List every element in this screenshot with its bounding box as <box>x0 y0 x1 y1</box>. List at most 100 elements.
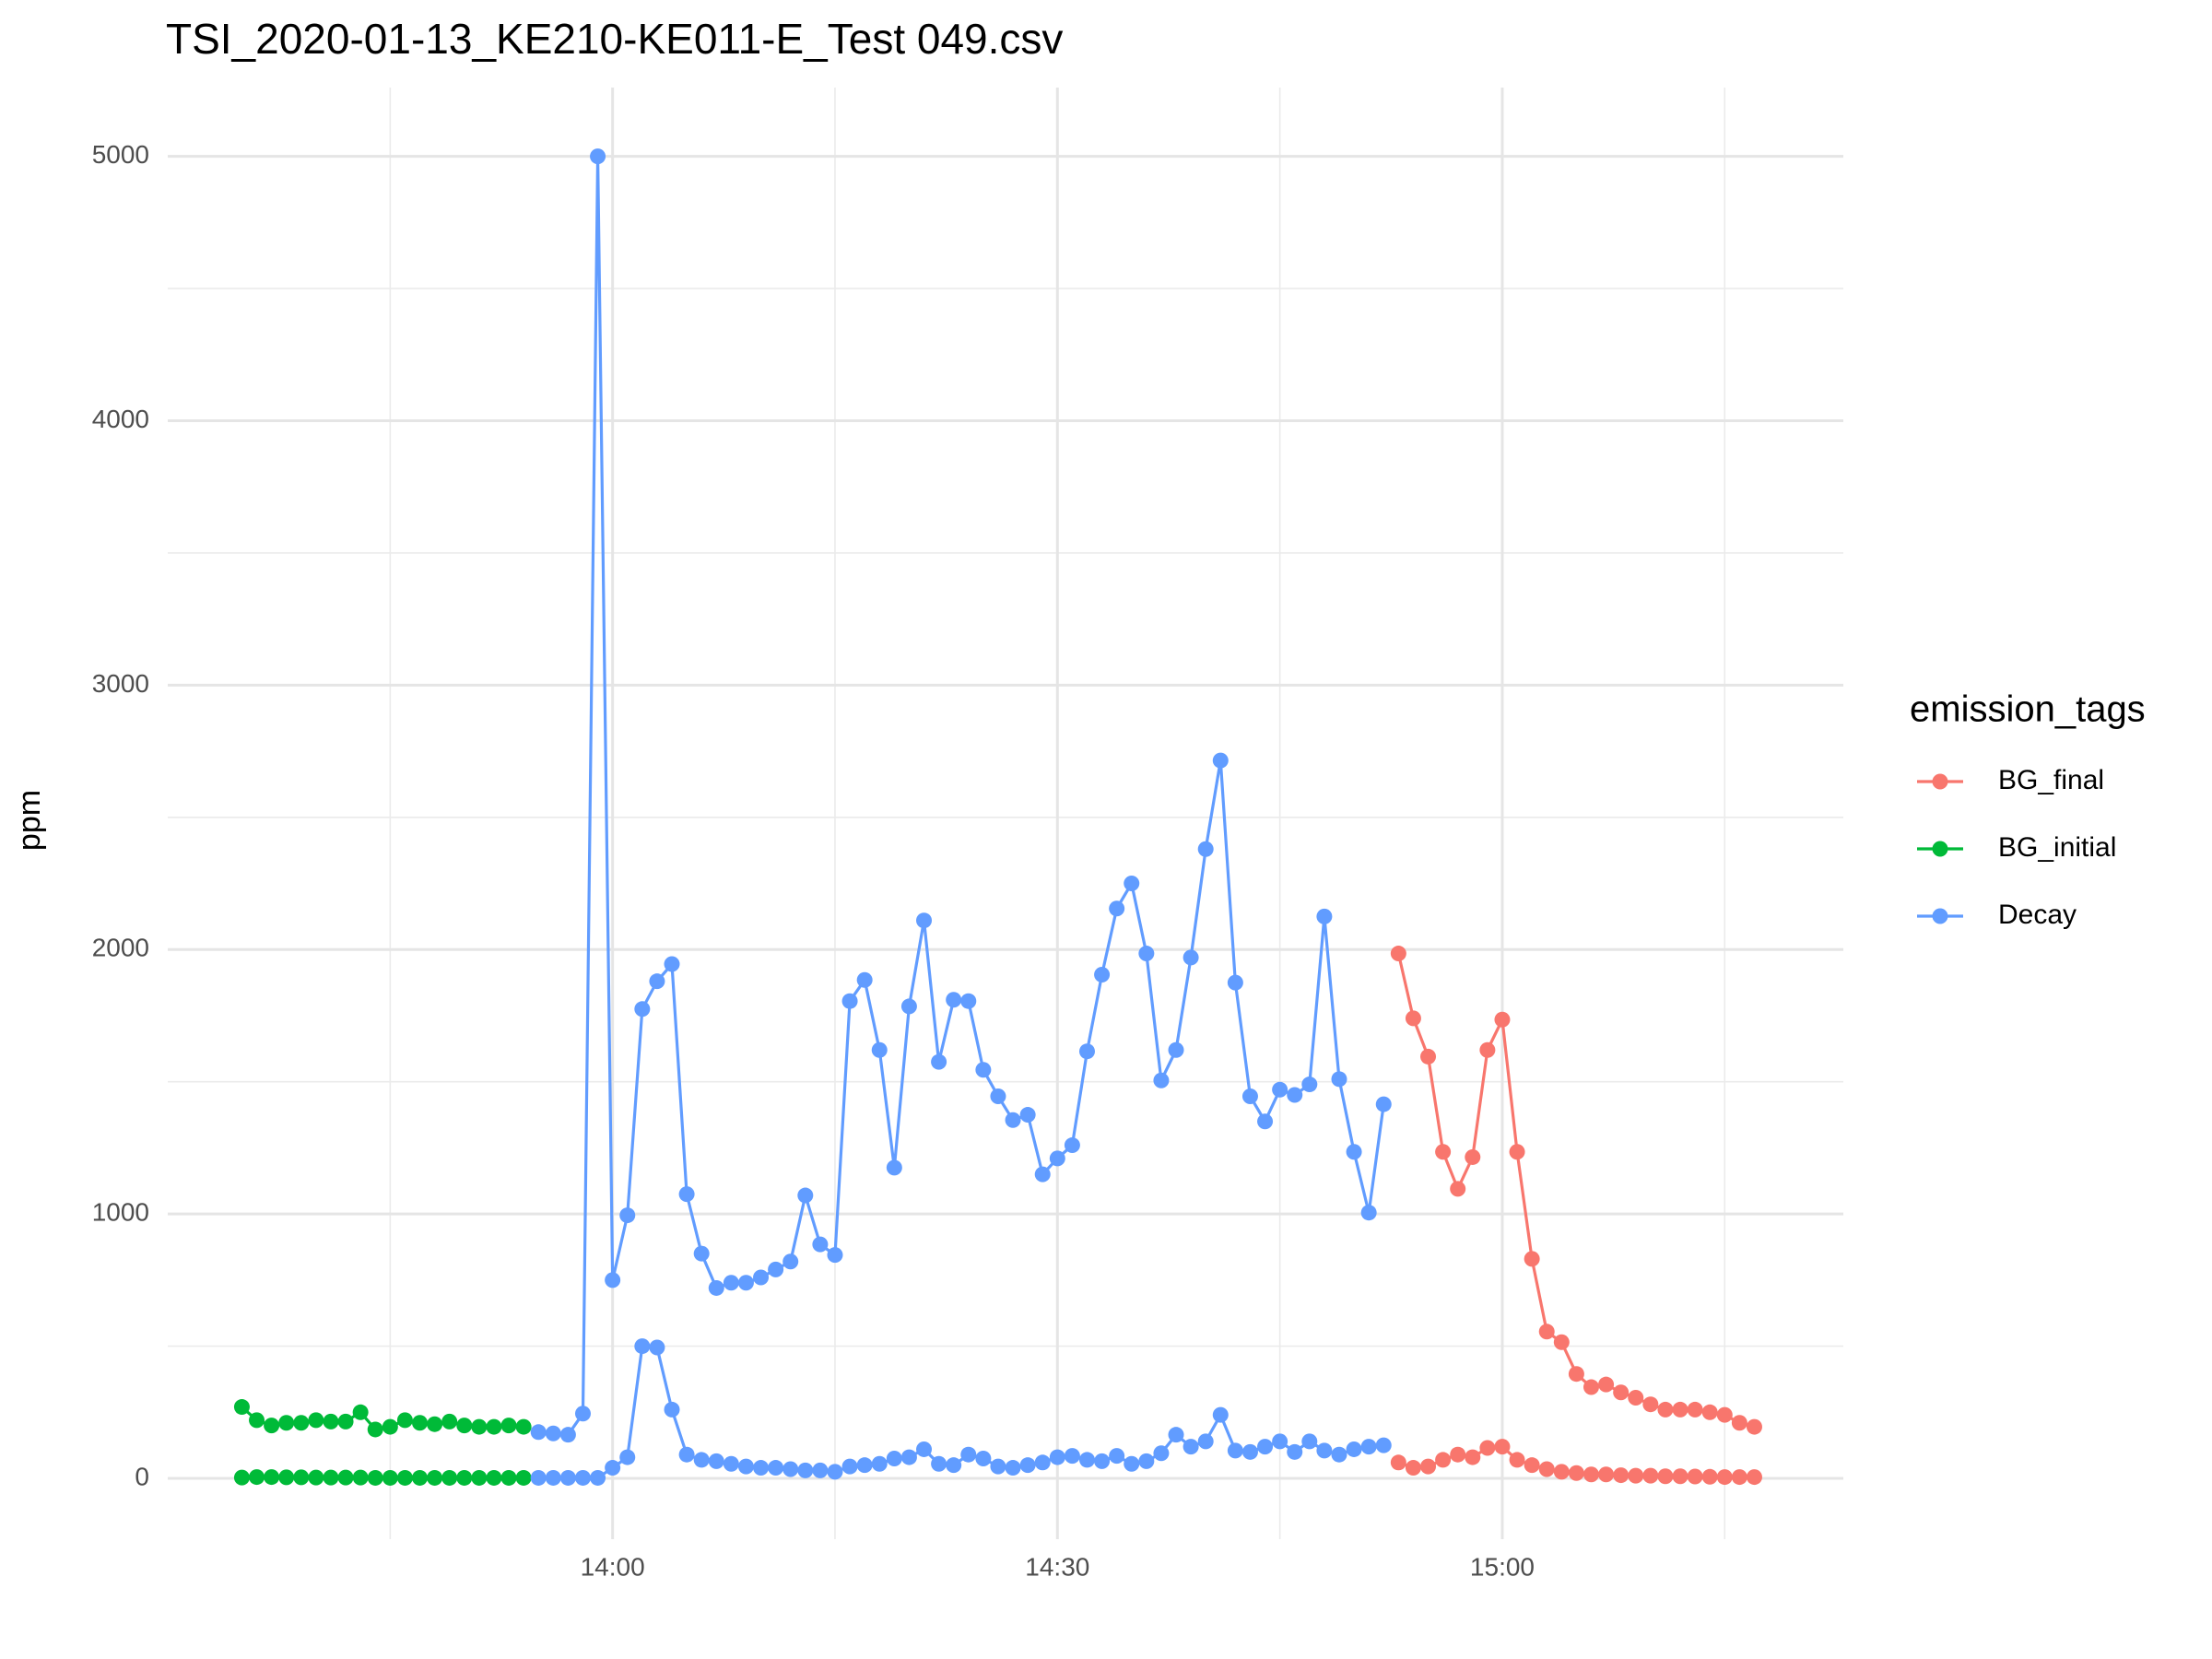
data-point <box>1553 1334 1570 1350</box>
data-point <box>278 1415 295 1431</box>
data-point <box>931 1053 947 1070</box>
data-point <box>916 912 933 929</box>
x-tick-label: 14:30 <box>1025 1552 1089 1581</box>
data-point <box>1420 1458 1437 1475</box>
data-point <box>900 998 917 1015</box>
legend-label: Decay <box>1998 900 2077 930</box>
data-point <box>678 1186 695 1203</box>
data-point <box>1049 1449 1065 1465</box>
legend: BG_final BG_initial Decay <box>1917 765 2116 930</box>
data-point <box>871 1041 888 1058</box>
data-point <box>412 1469 429 1486</box>
data-point <box>649 1339 665 1356</box>
data-point <box>1034 1166 1051 1182</box>
data-point <box>1420 1048 1437 1065</box>
data-point <box>249 1469 265 1486</box>
data-point <box>827 1464 843 1480</box>
data-point <box>1583 1466 1599 1483</box>
data-point <box>1197 1433 1214 1450</box>
data-point <box>664 1401 680 1418</box>
data-point <box>1272 1433 1288 1450</box>
data-point <box>1227 974 1243 991</box>
data-point <box>678 1446 695 1463</box>
data-point <box>530 1469 547 1486</box>
data-point <box>1064 1448 1080 1465</box>
data-point <box>900 1449 917 1465</box>
data-point <box>1182 1439 1199 1455</box>
data-point <box>293 1469 310 1486</box>
data-point <box>1301 1433 1318 1450</box>
data-point <box>960 1446 977 1463</box>
data-point <box>352 1404 369 1420</box>
data-point <box>1479 1440 1496 1456</box>
data-point <box>1613 1467 1630 1484</box>
data-point <box>427 1469 443 1486</box>
data-point <box>1642 1467 1659 1484</box>
legend-marker <box>1932 908 1948 924</box>
data-point <box>1642 1396 1659 1413</box>
data-point <box>1109 1448 1125 1465</box>
data-point <box>990 1088 1006 1104</box>
data-point <box>486 1469 502 1486</box>
data-point <box>1168 1427 1184 1443</box>
data-point <box>264 1469 280 1486</box>
data-point <box>1316 1442 1333 1459</box>
data-point <box>1124 876 1140 892</box>
y-tick-label: 0 <box>135 1462 149 1490</box>
data-point <box>412 1415 429 1431</box>
data-point <box>1583 1379 1599 1395</box>
data-point <box>916 1441 933 1457</box>
data-point <box>441 1469 458 1486</box>
data-point <box>782 1461 799 1477</box>
data-point <box>1672 1401 1688 1418</box>
data-point <box>1138 1453 1155 1469</box>
data-point <box>1212 1406 1229 1423</box>
data-point <box>441 1413 458 1430</box>
data-point <box>1628 1467 1644 1484</box>
data-point <box>946 992 962 1008</box>
data-point <box>278 1469 295 1486</box>
data-point <box>559 1427 576 1443</box>
data-point <box>323 1413 339 1430</box>
data-point <box>456 1469 473 1486</box>
data-point <box>545 1425 561 1441</box>
data-point <box>975 1451 992 1466</box>
data-point <box>515 1418 532 1435</box>
data-point <box>1435 1452 1452 1468</box>
data-point <box>1375 1096 1392 1112</box>
y-tick-label: 3000 <box>92 669 149 698</box>
x-tick-label: 15:00 <box>1470 1552 1535 1581</box>
data-point <box>1524 1457 1540 1474</box>
data-point <box>1019 1457 1036 1474</box>
data-point <box>1064 1137 1080 1154</box>
data-point <box>233 1399 250 1416</box>
data-point <box>1287 1443 1303 1460</box>
data-point <box>1241 1088 1258 1104</box>
data-point <box>396 1469 413 1486</box>
data-point <box>753 1460 770 1477</box>
data-point <box>1450 1181 1466 1197</box>
data-point <box>1360 1439 1377 1455</box>
data-point <box>574 1406 591 1422</box>
data-point <box>308 1412 324 1429</box>
data-point <box>323 1469 339 1486</box>
legend-marker <box>1932 841 1948 857</box>
data-point <box>1553 1464 1570 1480</box>
data-point <box>337 1469 354 1486</box>
data-point <box>812 1236 829 1253</box>
data-point <box>1019 1107 1036 1124</box>
data-point <box>500 1418 517 1434</box>
data-point <box>1687 1468 1703 1485</box>
data-point <box>1405 1010 1421 1027</box>
data-point <box>1138 946 1155 962</box>
data-point <box>605 1272 621 1288</box>
data-point <box>367 1421 383 1438</box>
y-tick-label: 4000 <box>92 405 149 433</box>
data-point <box>664 956 680 972</box>
data-point <box>1598 1466 1615 1483</box>
data-point <box>1346 1144 1362 1160</box>
data-point <box>782 1253 799 1270</box>
data-point <box>590 148 606 165</box>
data-point <box>1731 1415 1747 1431</box>
